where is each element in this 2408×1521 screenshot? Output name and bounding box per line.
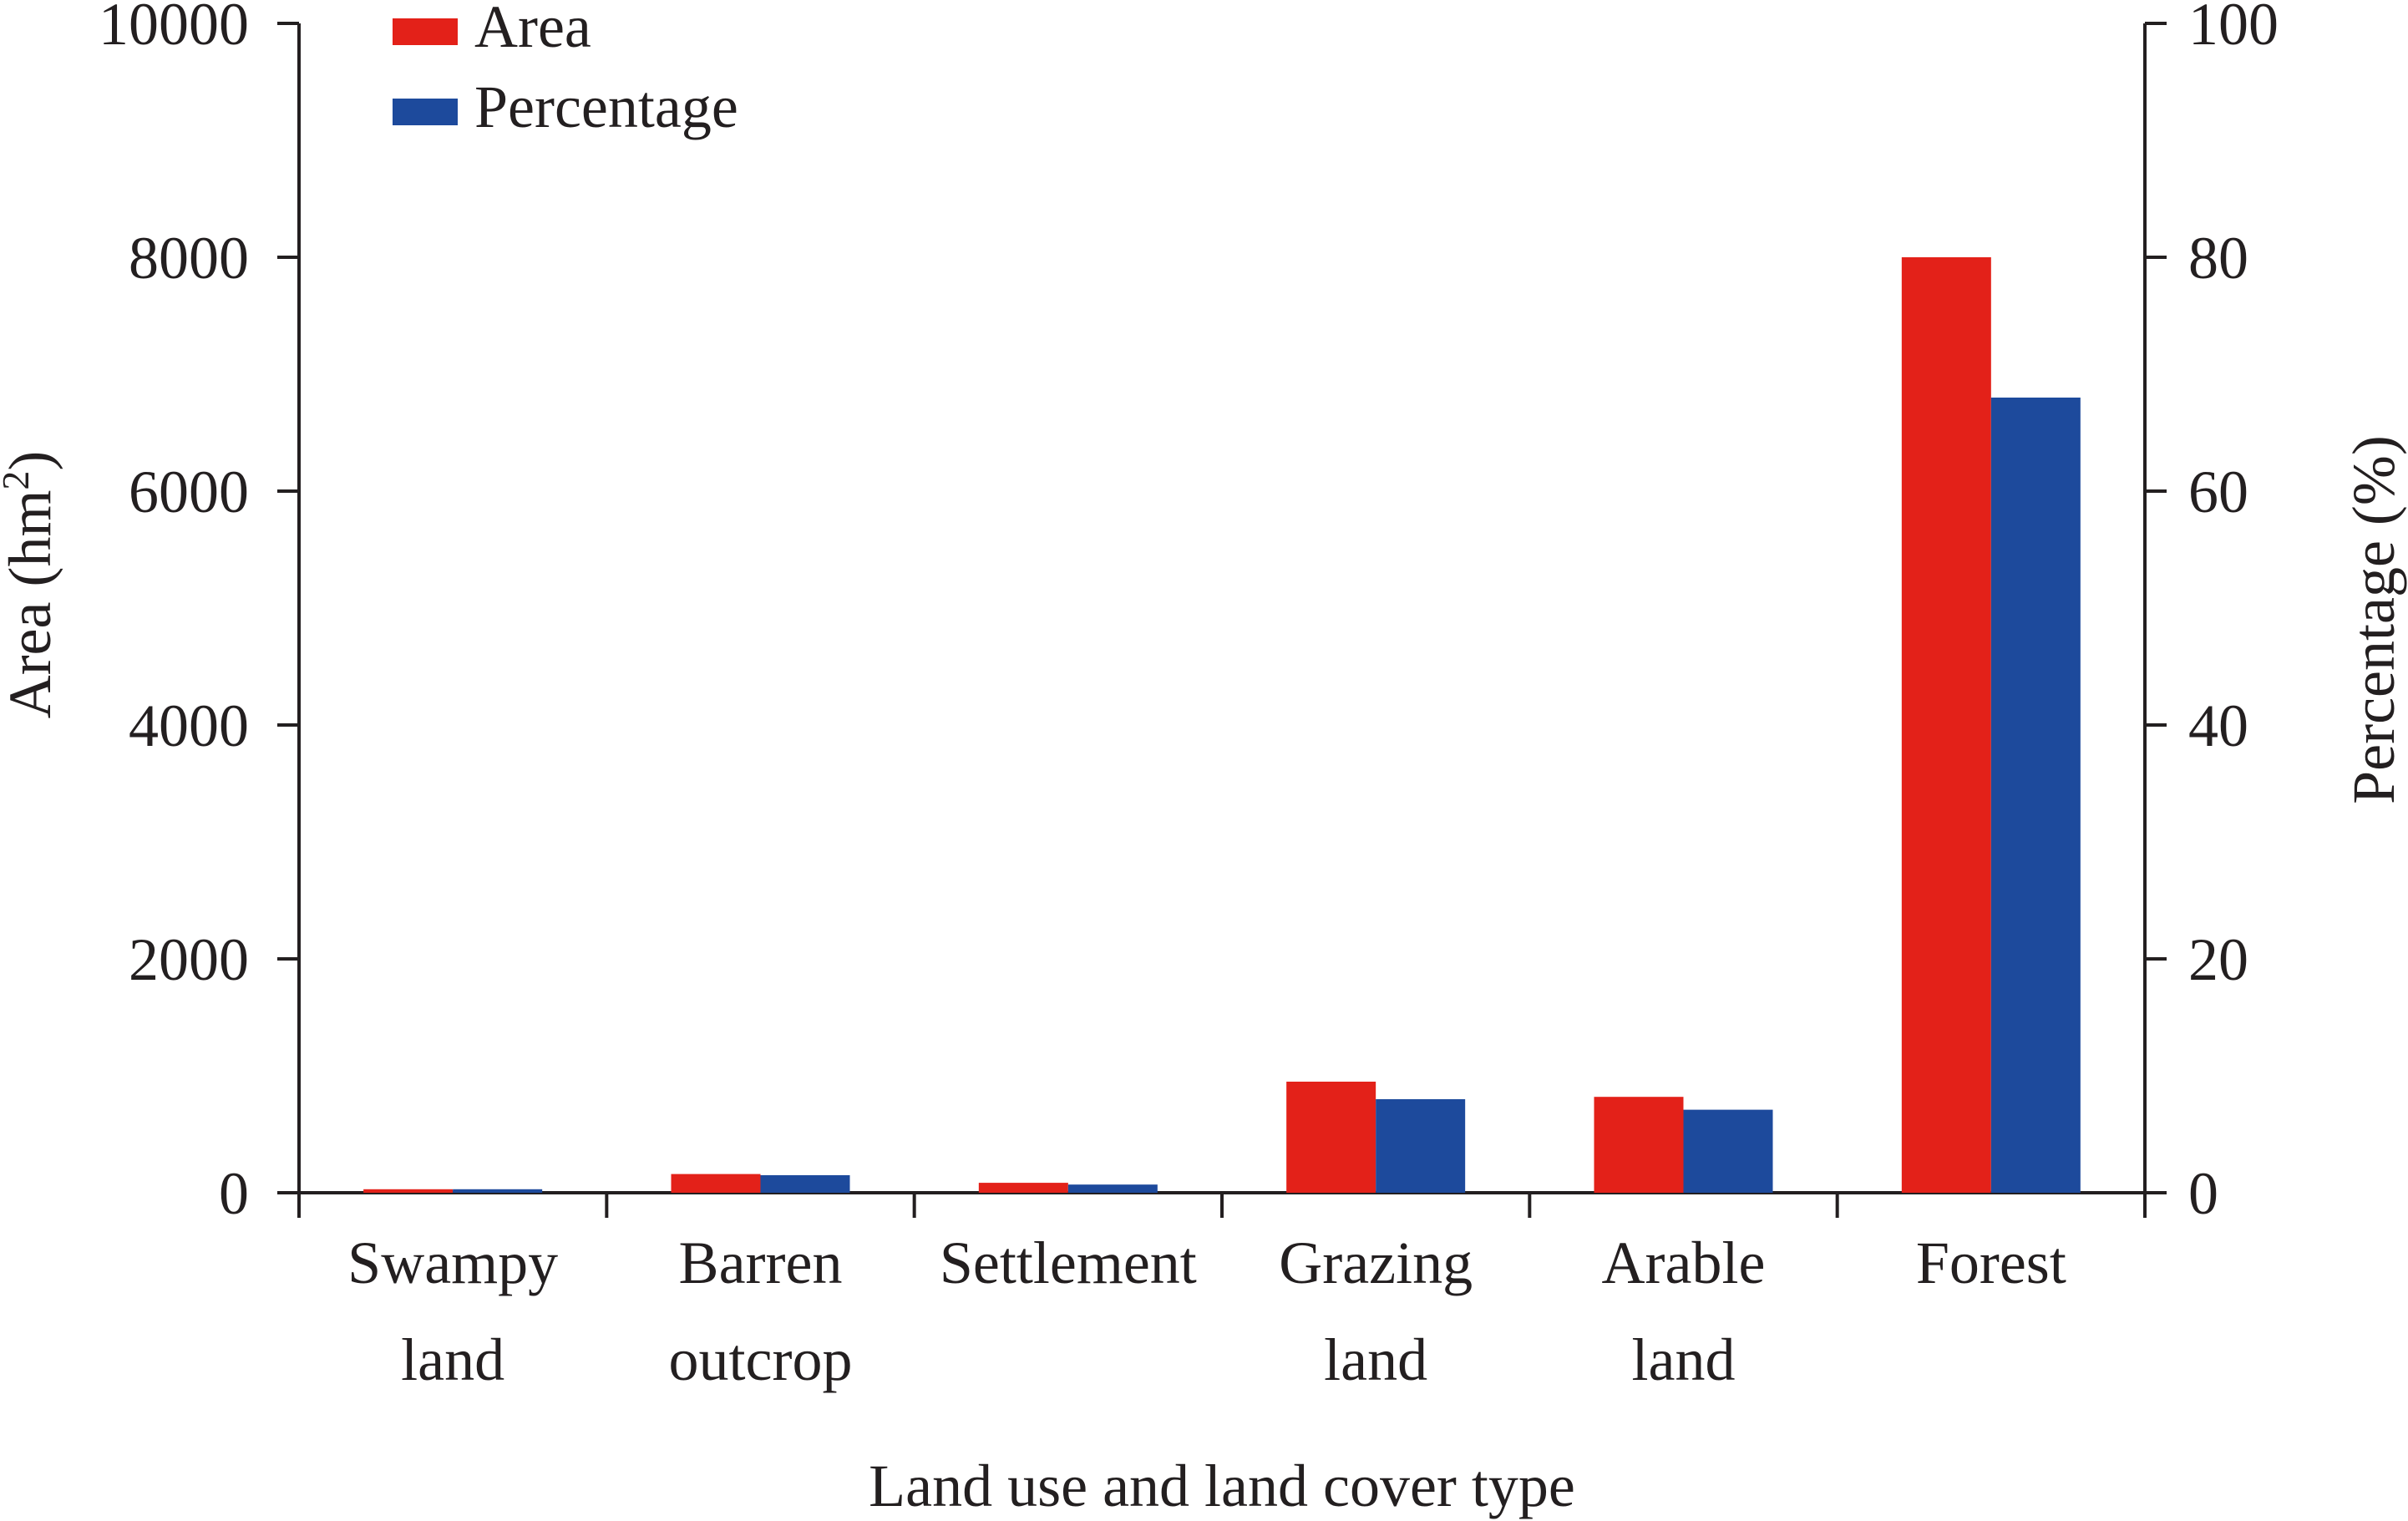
right-tick-label: 40	[2188, 692, 2248, 759]
bar-percentage	[1990, 398, 2081, 1193]
bar-area	[1901, 257, 1991, 1193]
legend-label-area: Area	[474, 0, 591, 60]
right-tick-label: 80	[2188, 225, 2248, 292]
left-tick-label: 6000	[129, 459, 249, 525]
y-axis-left-title: Area (hm2)	[0, 451, 63, 719]
bar-area	[363, 1189, 454, 1193]
legend-label-percentage: Percentage	[474, 74, 738, 140]
bar-percentage	[453, 1189, 543, 1193]
bar-area	[671, 1174, 761, 1193]
left-tick-label: 2000	[129, 926, 249, 993]
y-axis-right-title: Percentage (%)	[2340, 435, 2407, 804]
bar-area	[1594, 1097, 1684, 1193]
category-label: Barren outcrop	[669, 1229, 853, 1393]
left-tick-label: 8000	[129, 225, 249, 292]
right-tick-label: 0	[2188, 1160, 2218, 1227]
bar-percentage	[1376, 1099, 1466, 1193]
bar-area	[1286, 1082, 1376, 1193]
legend: Area Percentage	[393, 0, 738, 140]
legend-swatch-area	[393, 18, 458, 45]
right-tick-label: 20	[2188, 926, 2248, 993]
category-label: Forest	[1916, 1229, 2066, 1296]
legend-swatch-percentage	[393, 99, 458, 125]
category-label: Swampy land	[347, 1229, 558, 1393]
bar-percentage	[1067, 1184, 1158, 1193]
x-axis-title: Land use and land cover type	[869, 1453, 1575, 1519]
axes	[277, 22, 2167, 1218]
right-tick-label: 60	[2188, 459, 2248, 525]
bar-percentage	[760, 1175, 850, 1193]
category-label: Settlement	[940, 1229, 1197, 1296]
left-tick-label: 10000	[99, 0, 249, 58]
left-tick-label: 4000	[129, 692, 249, 759]
bar-percentage	[1683, 1109, 1773, 1193]
bar-area	[978, 1183, 1068, 1193]
category-label: Grazing land	[1279, 1229, 1473, 1393]
bars	[363, 257, 2081, 1193]
category-label: Arable land	[1602, 1229, 1766, 1393]
right-tick-label: 100	[2188, 0, 2279, 58]
left-tick-label: 0	[219, 1160, 249, 1227]
